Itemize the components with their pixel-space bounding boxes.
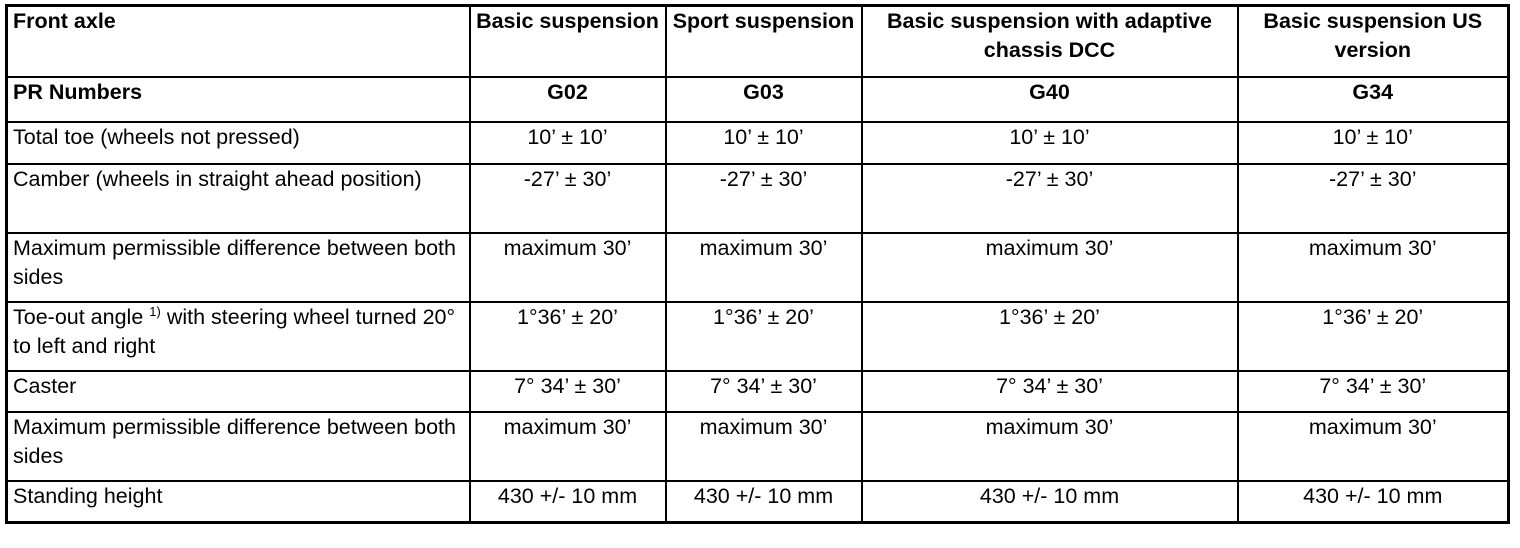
pr-numbers-label: PR Numbers <box>5 76 471 123</box>
table-cell: -27’ ± 30’ <box>860 163 1239 234</box>
table-cell: 7° 34’ ± 30’ <box>468 370 667 413</box>
header-basic-suspension-dcc: Basic suspension with adaptive chassis D… <box>860 4 1239 78</box>
pr-number-cell: G40 <box>860 76 1239 123</box>
table-cell: maximum 30’ <box>664 232 863 303</box>
pr-number-cell: G03 <box>664 76 863 123</box>
table-cell: maximum 30’ <box>1236 232 1510 303</box>
table-row: Maximum permissible difference between b… <box>5 411 1510 482</box>
table-cell: 430 +/- 10 mm <box>1236 480 1510 524</box>
header-sport-suspension: Sport suspension <box>664 4 863 78</box>
table-cell: maximum 30’ <box>860 411 1239 482</box>
table-cell: 7° 34’ ± 30’ <box>664 370 863 413</box>
pr-numbers-row: PR Numbers G02 G03 G40 G34 <box>5 76 1510 123</box>
footnote-marker: 1) <box>149 304 161 319</box>
table-cell: 1°36’ ± 20’ <box>664 301 863 372</box>
header-front-axle: Front axle <box>5 4 471 78</box>
row-label-max-difference: Maximum permissible difference between b… <box>5 411 471 482</box>
table-cell: maximum 30’ <box>468 411 667 482</box>
table-cell: 7° 34’ ± 30’ <box>1236 370 1510 413</box>
table-cell: 430 +/- 10 mm <box>468 480 667 524</box>
table-header-row: Front axle Basic suspension Sport suspen… <box>5 4 1510 78</box>
table-row: Total toe (wheels not pressed) 10’ ± 10’… <box>5 121 1510 165</box>
table-row: Toe-out angle 1) with steering wheel tur… <box>5 301 1510 372</box>
table-cell: 1°36’ ± 20’ <box>1236 301 1510 372</box>
table-cell: 10’ ± 10’ <box>860 121 1239 165</box>
row-label-standing-height: Standing height <box>5 480 471 524</box>
table-cell: maximum 30’ <box>468 232 667 303</box>
table-cell: 430 +/- 10 mm <box>664 480 863 524</box>
toe-out-label-start: Toe-out angle <box>13 305 144 329</box>
header-basic-suspension-us: Basic suspension US version <box>1236 4 1510 78</box>
table-row: Maximum permissible difference between b… <box>5 232 1510 303</box>
header-basic-suspension: Basic suspension <box>468 4 667 78</box>
table-row: Caster 7° 34’ ± 30’ 7° 34’ ± 30’ 7° 34’ … <box>5 370 1510 413</box>
table-cell: maximum 30’ <box>1236 411 1510 482</box>
table-cell: -27’ ± 30’ <box>1236 163 1510 234</box>
table-cell: maximum 30’ <box>664 411 863 482</box>
table-cell: -27’ ± 30’ <box>468 163 667 234</box>
front-axle-spec-table: Front axle Basic suspension Sport suspen… <box>5 4 1510 524</box>
table-cell: 1°36’ ± 20’ <box>468 301 667 372</box>
table-row: Standing height 430 +/- 10 mm 430 +/- 10… <box>5 480 1510 524</box>
table-cell: 7° 34’ ± 30’ <box>860 370 1239 413</box>
table-cell: 10’ ± 10’ <box>468 121 667 165</box>
table-row: Camber (wheels in straight ahead positio… <box>5 163 1510 234</box>
table-cell: 10’ ± 10’ <box>664 121 863 165</box>
row-label-toe-out-angle: Toe-out angle 1) with steering wheel tur… <box>5 301 471 372</box>
table-cell: maximum 30’ <box>860 232 1239 303</box>
row-label-total-toe: Total toe (wheels not pressed) <box>5 121 471 165</box>
row-label-caster: Caster <box>5 370 471 413</box>
toe-out-label-end: with steering wheel turned 20° to left a… <box>13 305 456 358</box>
table-cell: 430 +/- 10 mm <box>860 480 1239 524</box>
table-cell: -27’ ± 30’ <box>664 163 863 234</box>
table-cell: 10’ ± 10’ <box>1236 121 1510 165</box>
row-label-camber: Camber (wheels in straight ahead positio… <box>5 163 471 234</box>
pr-number-cell: G02 <box>468 76 667 123</box>
row-label-max-difference: Maximum permissible difference between b… <box>5 232 471 303</box>
pr-number-cell: G34 <box>1236 76 1510 123</box>
table-cell: 1°36’ ± 20’ <box>860 301 1239 372</box>
